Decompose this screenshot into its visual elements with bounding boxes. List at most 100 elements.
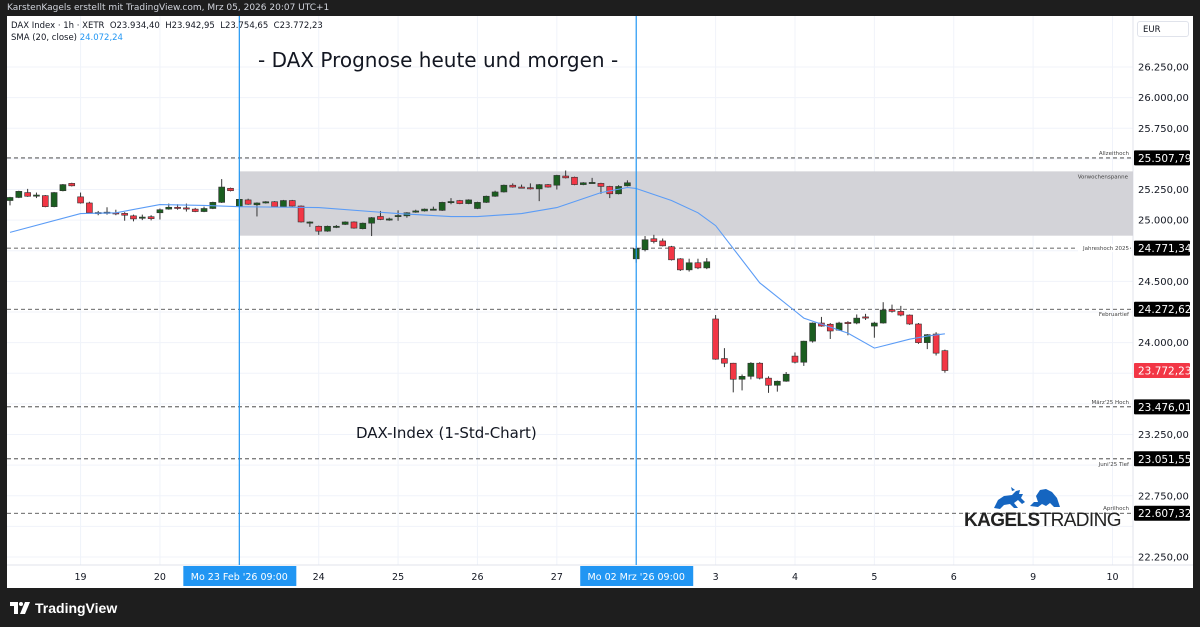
chart-title-annotation[interactable]: - DAX Prognose heute und morgen - xyxy=(258,48,619,72)
candle[interactable] xyxy=(227,187,234,192)
candle[interactable] xyxy=(244,198,252,205)
candle[interactable] xyxy=(809,322,816,343)
candle[interactable] xyxy=(721,348,728,368)
candle[interactable] xyxy=(491,190,499,197)
candle[interactable] xyxy=(200,206,208,213)
chart-frame[interactable]: Vorwochenspanne Allzeithoch Jahreshoch 202… xyxy=(7,16,1193,588)
sma-line[interactable] xyxy=(9,186,945,349)
candle[interactable] xyxy=(535,183,543,202)
candle[interactable] xyxy=(253,202,261,217)
candle[interactable] xyxy=(156,208,164,220)
candle[interactable] xyxy=(474,201,481,210)
candle[interactable] xyxy=(394,210,402,221)
candle[interactable] xyxy=(544,183,552,188)
candle[interactable] xyxy=(871,321,878,338)
candle[interactable] xyxy=(791,352,799,364)
candle[interactable] xyxy=(756,362,764,380)
candle[interactable] xyxy=(932,332,940,356)
candle[interactable] xyxy=(579,182,587,186)
candle[interactable] xyxy=(694,258,702,270)
candle[interactable] xyxy=(774,380,781,392)
candle[interactable] xyxy=(77,192,84,204)
candle[interactable] xyxy=(147,215,155,221)
candle[interactable] xyxy=(853,314,861,325)
candle[interactable] xyxy=(412,209,420,213)
candle[interactable] xyxy=(465,199,472,205)
candle[interactable] xyxy=(747,362,755,380)
candle[interactable] xyxy=(641,236,649,252)
candle[interactable] xyxy=(341,221,349,226)
candle[interactable] xyxy=(438,201,446,211)
candle[interactable] xyxy=(782,372,790,382)
candle[interactable] xyxy=(33,192,40,199)
candle[interactable] xyxy=(553,174,561,190)
candle[interactable] xyxy=(139,214,146,221)
chart-subtitle-annotation[interactable]: DAX-Index (1-Std-Chart) xyxy=(356,424,537,442)
candle[interactable] xyxy=(571,176,578,186)
candle[interactable] xyxy=(500,184,508,193)
candle[interactable] xyxy=(218,179,225,203)
candle[interactable] xyxy=(288,199,296,207)
candle[interactable] xyxy=(588,177,596,184)
candle[interactable] xyxy=(447,198,455,205)
tradingview-logo[interactable]: TradingView xyxy=(10,598,117,618)
candle[interactable] xyxy=(906,314,913,325)
candle[interactable] xyxy=(562,170,569,179)
candle[interactable] xyxy=(509,183,517,188)
candle[interactable] xyxy=(879,302,887,324)
candle[interactable] xyxy=(297,205,305,223)
candle[interactable] xyxy=(7,196,14,206)
candle[interactable] xyxy=(677,258,684,271)
candle[interactable] xyxy=(650,234,658,244)
candle[interactable] xyxy=(24,188,31,197)
candle[interactable] xyxy=(668,245,675,261)
candle[interactable] xyxy=(738,374,746,391)
candle[interactable] xyxy=(703,258,711,270)
candle[interactable] xyxy=(518,184,525,189)
candle[interactable] xyxy=(685,258,693,272)
previous-week-range-box[interactable] xyxy=(239,171,1133,236)
candle[interactable] xyxy=(897,305,905,317)
candle[interactable] xyxy=(359,222,367,230)
candle[interactable] xyxy=(262,201,270,204)
candle[interactable] xyxy=(421,208,428,212)
candle[interactable] xyxy=(191,207,199,213)
candle[interactable] xyxy=(712,315,719,360)
symbol-ohlc-line[interactable]: DAX Index · 1h · XETR O23.934,40 H23.942… xyxy=(11,21,323,31)
candle[interactable] xyxy=(597,182,605,194)
currency-button[interactable]: EUR xyxy=(1137,21,1189,37)
candle[interactable] xyxy=(826,323,834,339)
candle[interactable] xyxy=(324,225,331,232)
candle[interactable] xyxy=(41,195,49,208)
candle[interactable] xyxy=(350,221,358,229)
candle[interactable] xyxy=(315,225,323,235)
candlestick-chart[interactable]: Vorwochenspanne Allzeithoch Jahreshoch 202… xyxy=(7,16,1193,588)
candle[interactable] xyxy=(862,313,869,320)
candle[interactable] xyxy=(659,238,666,247)
candle[interactable] xyxy=(15,190,23,199)
candle[interactable] xyxy=(130,214,137,222)
candle[interactable] xyxy=(915,323,922,344)
candle[interactable] xyxy=(800,340,808,366)
candle[interactable] xyxy=(456,199,464,205)
candle[interactable] xyxy=(59,183,67,192)
candle[interactable] xyxy=(86,201,93,214)
candle[interactable] xyxy=(50,191,58,208)
sma-legend[interactable]: SMA (20, close) 24.072,24 xyxy=(11,32,323,44)
candle[interactable] xyxy=(430,206,437,211)
candle[interactable] xyxy=(888,304,896,313)
candle[interactable] xyxy=(482,195,490,203)
candle[interactable] xyxy=(527,183,534,190)
candle[interactable] xyxy=(68,182,76,187)
candle[interactable] xyxy=(385,217,393,221)
candle[interactable] xyxy=(333,225,340,229)
candle[interactable] xyxy=(271,201,278,208)
candle[interactable] xyxy=(624,180,631,187)
candle[interactable] xyxy=(121,212,128,221)
candle[interactable] xyxy=(729,362,737,393)
candle[interactable] xyxy=(368,217,375,237)
candle[interactable] xyxy=(765,376,772,393)
candle[interactable] xyxy=(306,221,314,227)
candle[interactable] xyxy=(941,349,949,373)
candle[interactable] xyxy=(280,199,287,208)
